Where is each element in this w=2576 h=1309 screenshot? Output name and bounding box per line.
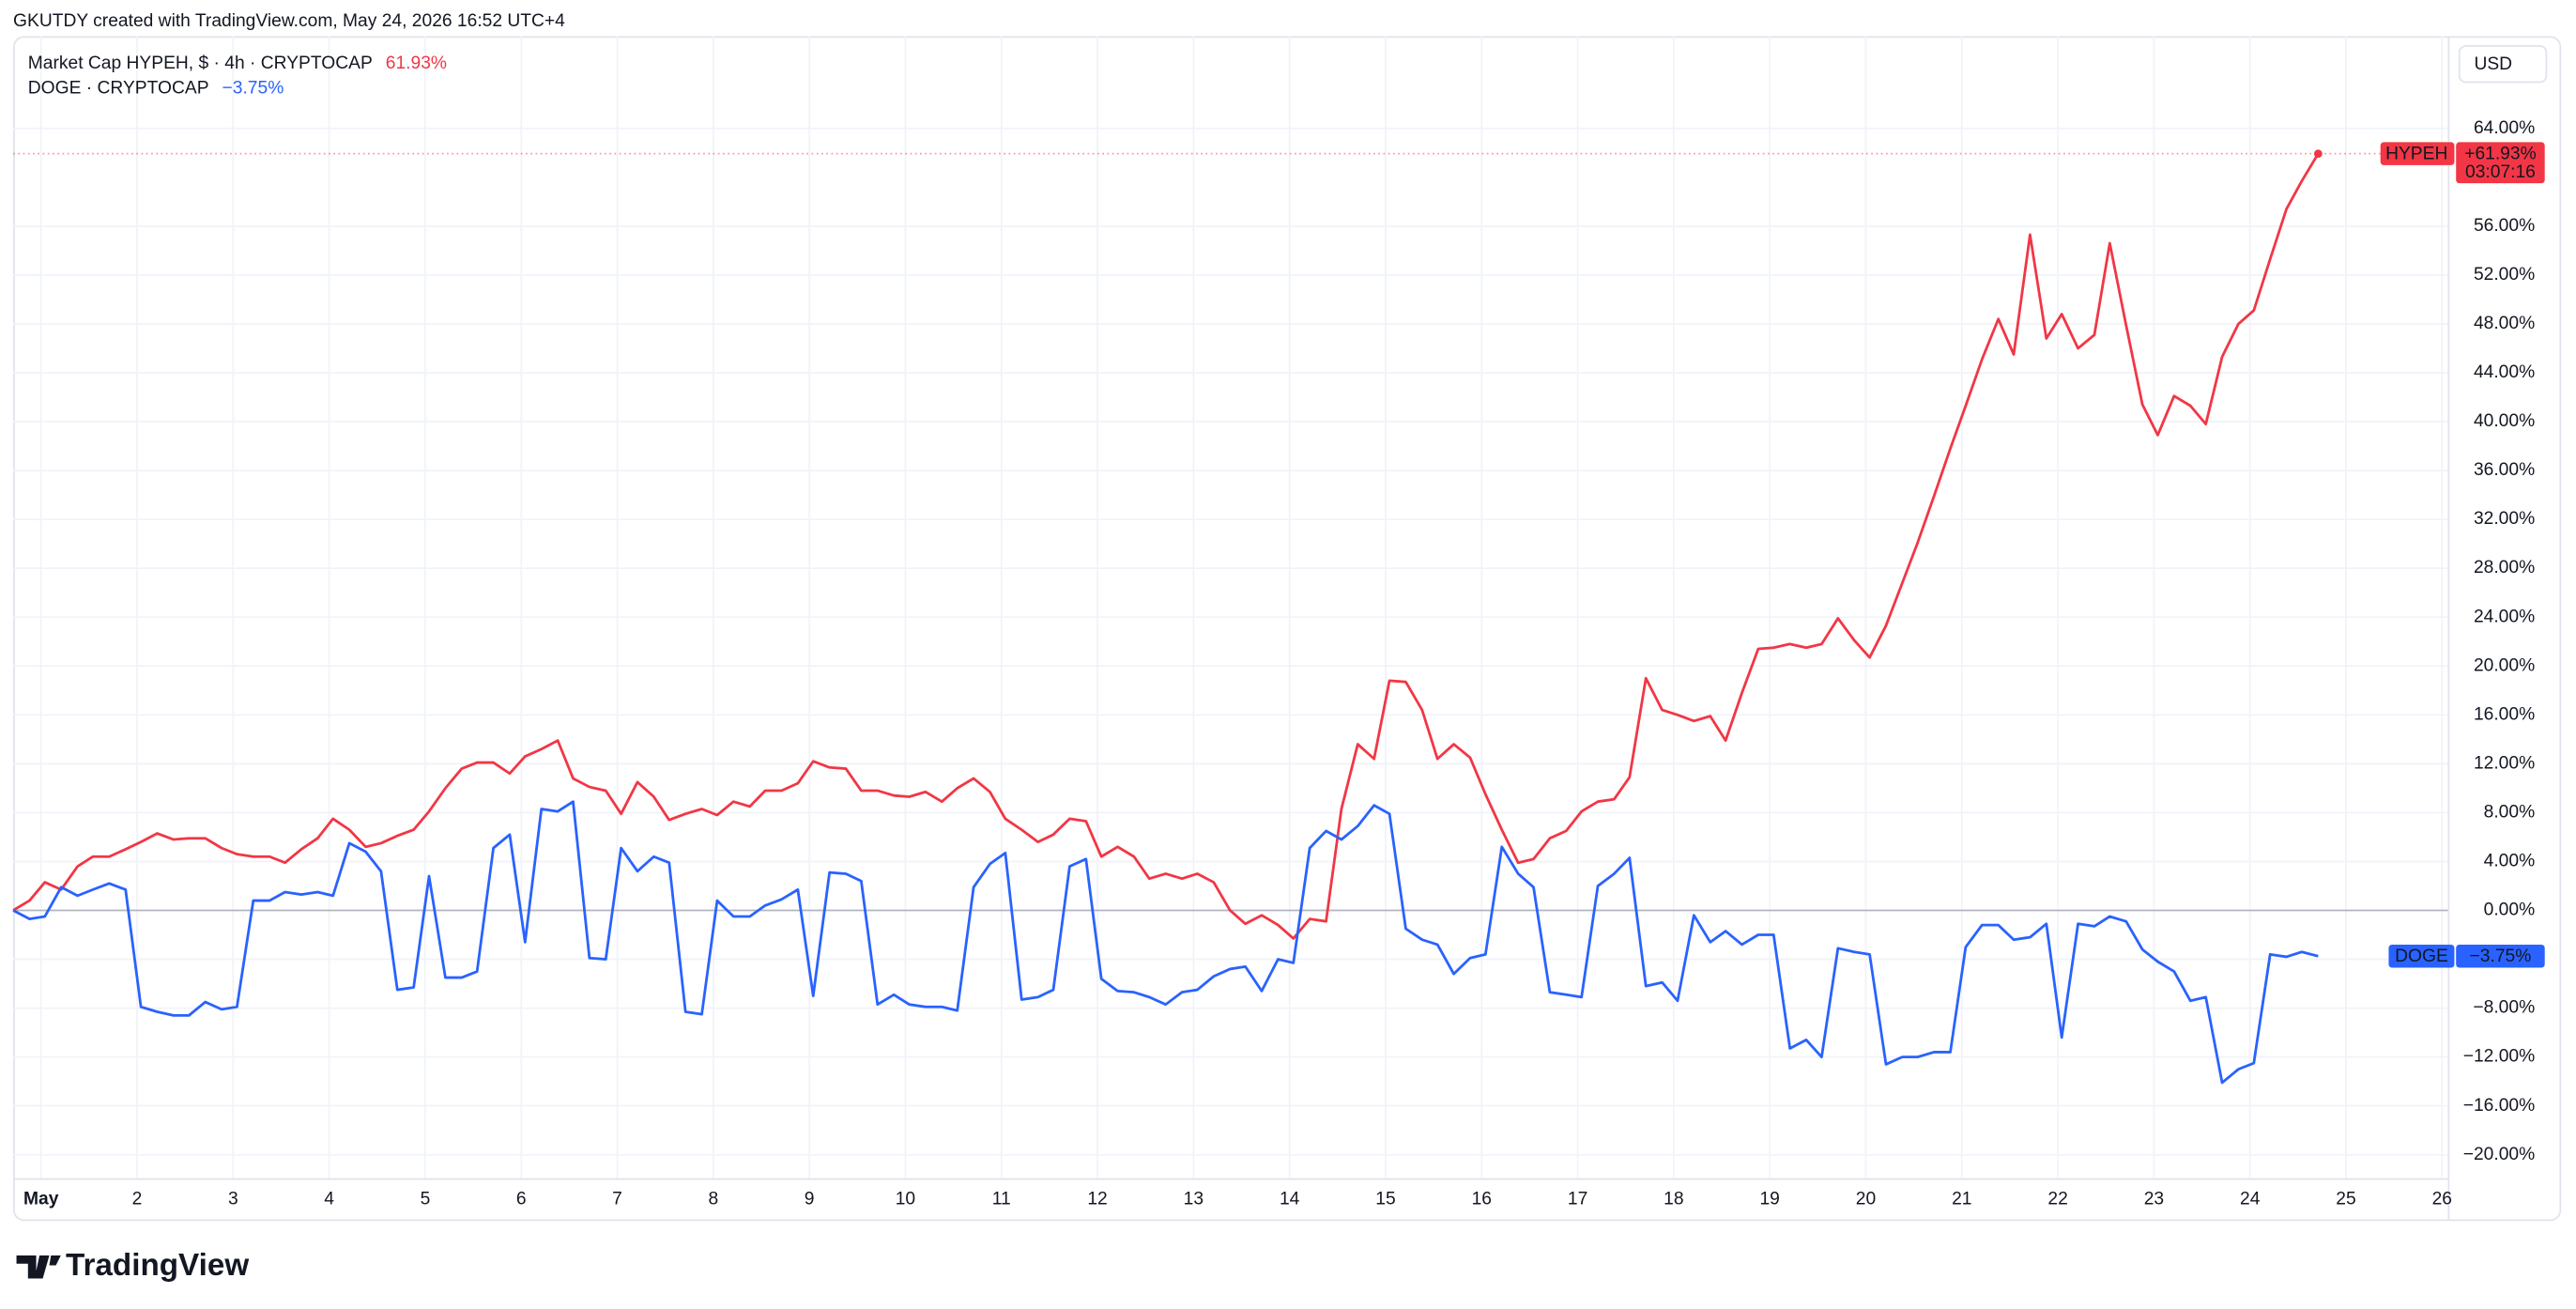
x-tick-label: 24	[2240, 1190, 2261, 1209]
x-tick-label: 8	[708, 1190, 718, 1209]
legend-name: Market Cap HYPEH, $ · 4h · CRYPTOCAP	[28, 54, 373, 73]
y-tick-label: −20.00%	[2463, 1145, 2535, 1164]
x-tick-label: 12	[1087, 1190, 1107, 1209]
y-tick-label: 48.00%	[2474, 314, 2535, 333]
logo: TradingView	[16, 1248, 249, 1283]
plot: May 2 3 4 5 6 7 8 9 10 11 12 13 14 15 16 17 18 19 20 21 22 23 2…	[12, 36, 2536, 1209]
x-tick-label: 20	[1856, 1190, 1876, 1209]
y-tick-label: −16.00%	[2463, 1096, 2535, 1116]
y-tick-label: 44.00%	[2474, 362, 2535, 382]
currency[interactable]: USD	[2474, 54, 2512, 74]
legend-entry: DOGE · CRYPTOCAP −3.75%	[28, 79, 284, 99]
y-tick-label: 28.00%	[2474, 558, 2535, 578]
x-tick-label: 16	[1472, 1190, 1492, 1209]
y-tick-label: 8.00%	[2484, 802, 2536, 822]
y-tick-label: 64.00%	[2474, 118, 2535, 138]
series-line	[12, 152, 2320, 940]
attribution: GKUTDY created with TradingView.com, May…	[13, 11, 565, 31]
tag-value-box	[2456, 945, 2545, 968]
x-tick-label: 10	[896, 1190, 915, 1209]
x-tick-label: 14	[1280, 1190, 1300, 1209]
y-tick-label: −12.00%	[2463, 1047, 2535, 1067]
tag-value: +61.93%	[2464, 145, 2536, 164]
price-tags: HYPEH +61.93%03:07:16 DOGE −3.75%	[2380, 142, 2545, 968]
legend: Market Cap HYPEH, $ · 4h · CRYPTOCAP 61.9…	[28, 54, 447, 98]
tag-value-box	[2456, 142, 2545, 184]
x-tick-label: 19	[1759, 1190, 1779, 1209]
tag-countdown: 03:07:16	[2465, 162, 2536, 182]
y-tick-label: −8.00%	[2473, 998, 2535, 1018]
tag-symbol-box	[2388, 945, 2455, 968]
chart-frame	[13, 36, 2562, 1222]
x-tick-label: 2	[132, 1190, 143, 1209]
x-tick-label: 23	[2144, 1190, 2164, 1209]
legend-name: DOGE · CRYPTOCAP	[28, 79, 209, 99]
x-tick-label: 7	[612, 1190, 622, 1209]
y-tick-label: 4.00%	[2484, 852, 2536, 871]
x-tick-label: 4	[324, 1190, 334, 1209]
y-tick-label: 12.00%	[2474, 753, 2535, 773]
logo-text: TradingView	[66, 1248, 249, 1283]
x-tick-label: 17	[1568, 1190, 1587, 1209]
y-tick-label: 16.00%	[2474, 704, 2535, 724]
x-tick-label: 18	[1664, 1190, 1683, 1209]
currency-button[interactable]	[2458, 45, 2548, 84]
logo-mark	[16, 1255, 61, 1279]
x-tick-label: May	[23, 1190, 59, 1209]
x-tick-label: 21	[1952, 1190, 1971, 1209]
y-tick-label: 0.00%	[2484, 901, 2536, 920]
legend-value: −3.75%	[222, 79, 284, 99]
y-tick-label: 24.00%	[2474, 607, 2535, 626]
y-tick-label: 32.00%	[2474, 509, 2535, 529]
tag-symbol: HYPEH	[2385, 145, 2447, 164]
y-tick-label: 40.00%	[2474, 411, 2535, 431]
legend-entry: Market Cap HYPEH, $ · 4h · CRYPTOCAP 61.9…	[28, 54, 447, 73]
y-tick-label: 52.00%	[2474, 265, 2535, 285]
x-tick-label: 22	[2047, 1190, 2067, 1209]
x-tick-label: 3	[228, 1190, 238, 1209]
tag-value: −3.75%	[2470, 947, 2532, 966]
series-line	[12, 800, 2319, 1085]
tag-symbol: DOGE	[2395, 947, 2448, 966]
y-tick-label: 36.00%	[2474, 460, 2535, 480]
x-tick-label: 15	[1375, 1190, 1395, 1209]
x-tick-label: 26	[2432, 1190, 2452, 1209]
tag-symbol-box	[2380, 142, 2455, 165]
x-tick-label: 6	[516, 1190, 527, 1209]
last-point	[2313, 149, 2323, 159]
x-tick-label: 25	[2336, 1190, 2355, 1209]
x-tick-label: 5	[421, 1190, 431, 1209]
x-tick-label: 9	[805, 1190, 815, 1209]
x-tick-label: 11	[992, 1190, 1011, 1209]
y-tick-label: 56.00%	[2474, 216, 2535, 236]
y-tick-label: 20.00%	[2474, 655, 2535, 675]
legend-value: 61.93%	[386, 54, 447, 73]
x-tick-label: 13	[1184, 1190, 1204, 1209]
